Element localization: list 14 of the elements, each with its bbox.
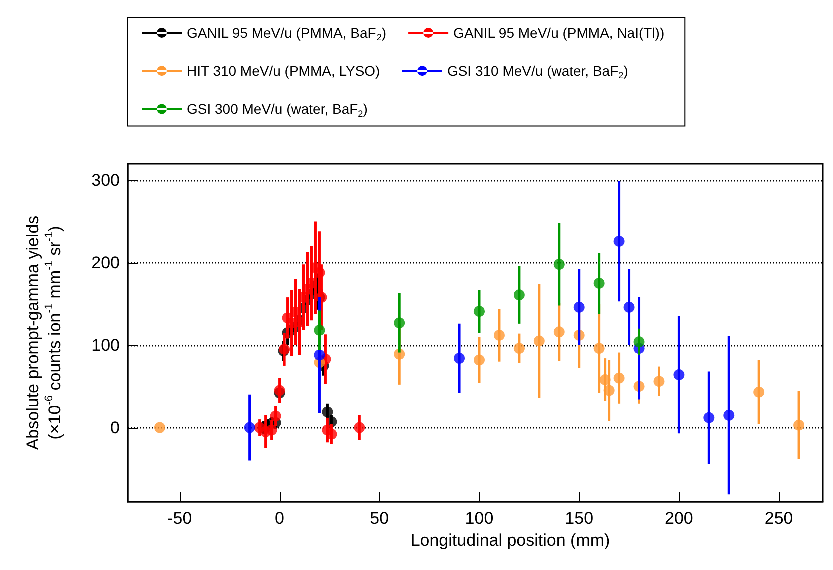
x-axis-title: Longitudinal position (mm) <box>410 531 610 550</box>
x-tick-label: 250 <box>764 509 794 528</box>
x-tick-label: 100 <box>465 509 494 528</box>
x-tick-label: 0 <box>275 509 285 528</box>
x-tick-label: 200 <box>665 509 694 528</box>
y-tick-label: 200 <box>92 253 120 272</box>
y-tick-label: 0 <box>110 418 120 438</box>
y-tick-label: 300 <box>92 170 120 190</box>
legend-label: HIT 310 MeV/u (PMMA, LYSO) <box>187 63 380 80</box>
legend-label: GANIL 95 MeV/u (PMMA, NaI(Tl)) <box>454 25 665 41</box>
x-tick-label: 50 <box>370 509 390 528</box>
x-tick-label: 150 <box>565 509 594 528</box>
x-tick-label: -50 <box>168 509 192 528</box>
y-tick-label: 100 <box>92 336 120 355</box>
